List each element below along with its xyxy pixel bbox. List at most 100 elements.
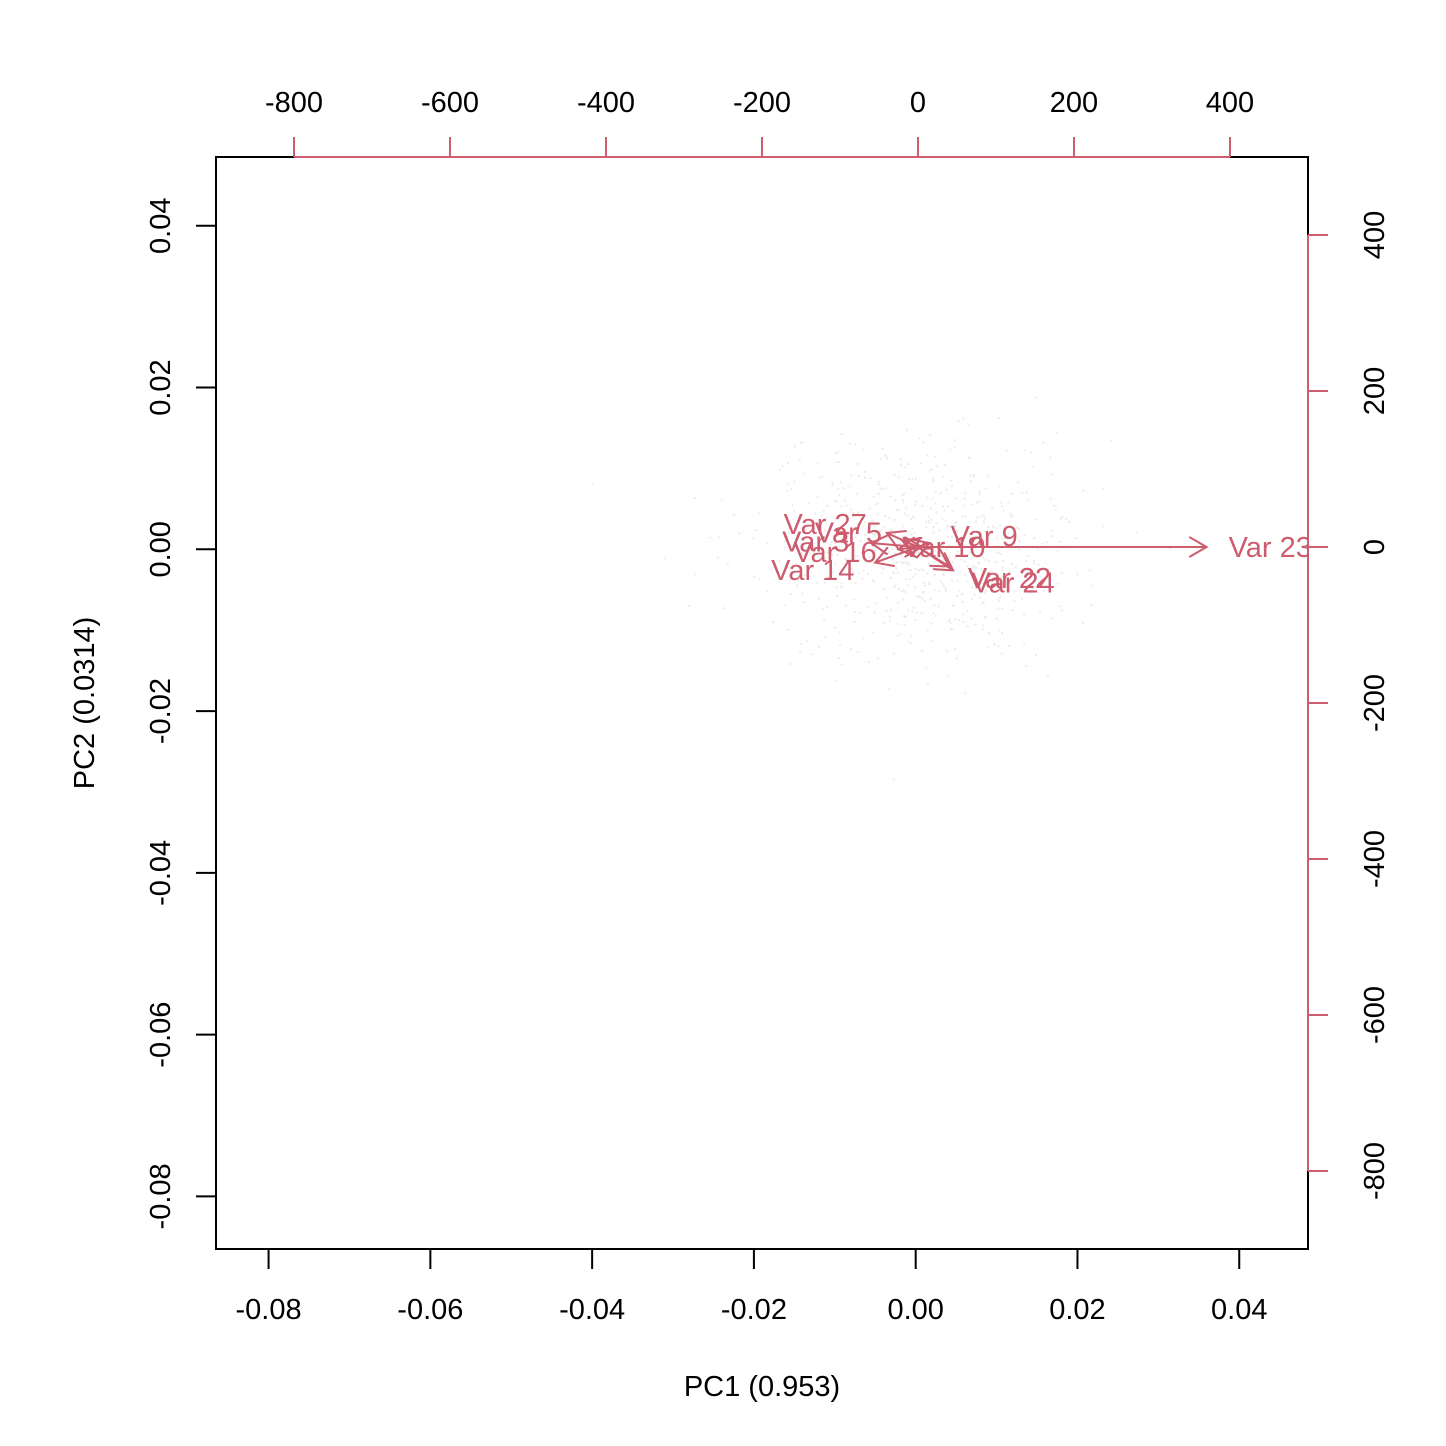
- top-tick-label: -600: [421, 87, 479, 119]
- observation-point: [924, 584, 927, 587]
- observation-point: [977, 562, 981, 565]
- observation-point: [856, 522, 859, 525]
- right-tick-label: 400: [1359, 211, 1391, 259]
- observation-point: [931, 468, 934, 471]
- observation-point: [848, 485, 851, 488]
- top-tick-label: -800: [265, 87, 323, 119]
- observation-point: [1005, 449, 1008, 452]
- observation-point: [997, 551, 1000, 554]
- observation-point: [821, 514, 824, 517]
- observation-point: [1008, 644, 1011, 647]
- top-tick-label: 0: [910, 87, 926, 119]
- observation-point: [929, 469, 932, 472]
- observation-point: [1029, 451, 1032, 454]
- observation-point: [790, 488, 793, 491]
- observation-point: [926, 629, 929, 632]
- observation-point: [904, 506, 908, 509]
- observation-point: [986, 646, 989, 649]
- observation-point: [838, 545, 841, 548]
- observation-point: [896, 571, 899, 574]
- observation-point: [792, 480, 796, 483]
- observation-point: [885, 609, 888, 613]
- observation-point: [1060, 609, 1063, 612]
- observation-point: [1059, 605, 1062, 608]
- observation-point: [988, 575, 992, 578]
- observation-point: [1023, 533, 1026, 537]
- observation-point: [1032, 582, 1035, 585]
- observation-point: [838, 644, 842, 647]
- observation-point: [1042, 441, 1045, 444]
- observation-point: [854, 582, 857, 585]
- observation-point: [1034, 653, 1038, 656]
- observation-point: [940, 555, 943, 558]
- observation-point: [926, 683, 929, 686]
- observation-point: [812, 551, 816, 555]
- observation-point: [802, 472, 805, 475]
- observation-point: [954, 497, 957, 500]
- observation-point: [966, 580, 969, 583]
- observation-point: [891, 558, 895, 561]
- observation-point: [835, 586, 838, 589]
- observation-point: [920, 612, 923, 615]
- observation-point: [844, 604, 847, 607]
- observation-point: [912, 606, 915, 610]
- top-tick-label: 200: [1050, 87, 1098, 119]
- observation-point: [959, 542, 962, 546]
- observation-point: [947, 556, 951, 559]
- observation-point: [821, 608, 824, 611]
- observation-point: [857, 572, 860, 575]
- observation-point: [1036, 571, 1040, 575]
- observation-point: [968, 456, 971, 459]
- observation-point: [720, 498, 723, 501]
- observation-point: [992, 524, 995, 527]
- observation-point: [808, 551, 812, 555]
- observation-point: [1041, 542, 1044, 545]
- observation-point: [808, 575, 811, 578]
- loading-label: Var 24: [971, 568, 1054, 600]
- observation-point: [849, 508, 853, 511]
- observation-point: [1057, 550, 1060, 553]
- loading-arrow-head: [900, 536, 923, 558]
- observation-point: [874, 549, 878, 552]
- observation-point: [816, 581, 819, 585]
- observation-point: [951, 484, 954, 488]
- observation-point: [900, 560, 903, 563]
- observation-point: [993, 644, 996, 647]
- observation-point: [951, 561, 954, 564]
- observation-point: [945, 548, 948, 551]
- observation-point: [758, 577, 761, 581]
- loading-arrow: [917, 546, 950, 568]
- observation-point: [867, 660, 870, 664]
- observation-point: [840, 663, 843, 666]
- observation-point: [904, 591, 907, 594]
- observation-point: [836, 515, 839, 518]
- observation-point: [921, 597, 924, 600]
- observation-point: [930, 518, 933, 521]
- observation-point: [901, 562, 904, 565]
- observation-point: [824, 556, 827, 559]
- observation-point: [954, 557, 957, 560]
- observation-point: [902, 589, 905, 592]
- observation-point: [908, 563, 911, 566]
- observation-point: [897, 601, 900, 604]
- observation-point: [836, 450, 840, 454]
- observation-point: [892, 778, 895, 781]
- observation-point: [947, 674, 950, 677]
- observation-point: [1008, 570, 1011, 573]
- observation-point: [810, 653, 813, 656]
- observation-point: [859, 540, 862, 543]
- observation-point: [875, 503, 878, 506]
- observation-point: [881, 448, 884, 451]
- observation-point: [954, 617, 957, 621]
- observation-point: [817, 645, 821, 649]
- observation-point: [876, 513, 879, 516]
- observation-point: [854, 555, 857, 558]
- observation-point: [953, 647, 957, 650]
- observation-point: [786, 536, 789, 539]
- loading-label: Var 14: [771, 555, 854, 587]
- observation-point: [919, 462, 922, 465]
- observation-point: [934, 614, 938, 618]
- observation-point: [921, 590, 925, 594]
- observation-point: [949, 448, 952, 451]
